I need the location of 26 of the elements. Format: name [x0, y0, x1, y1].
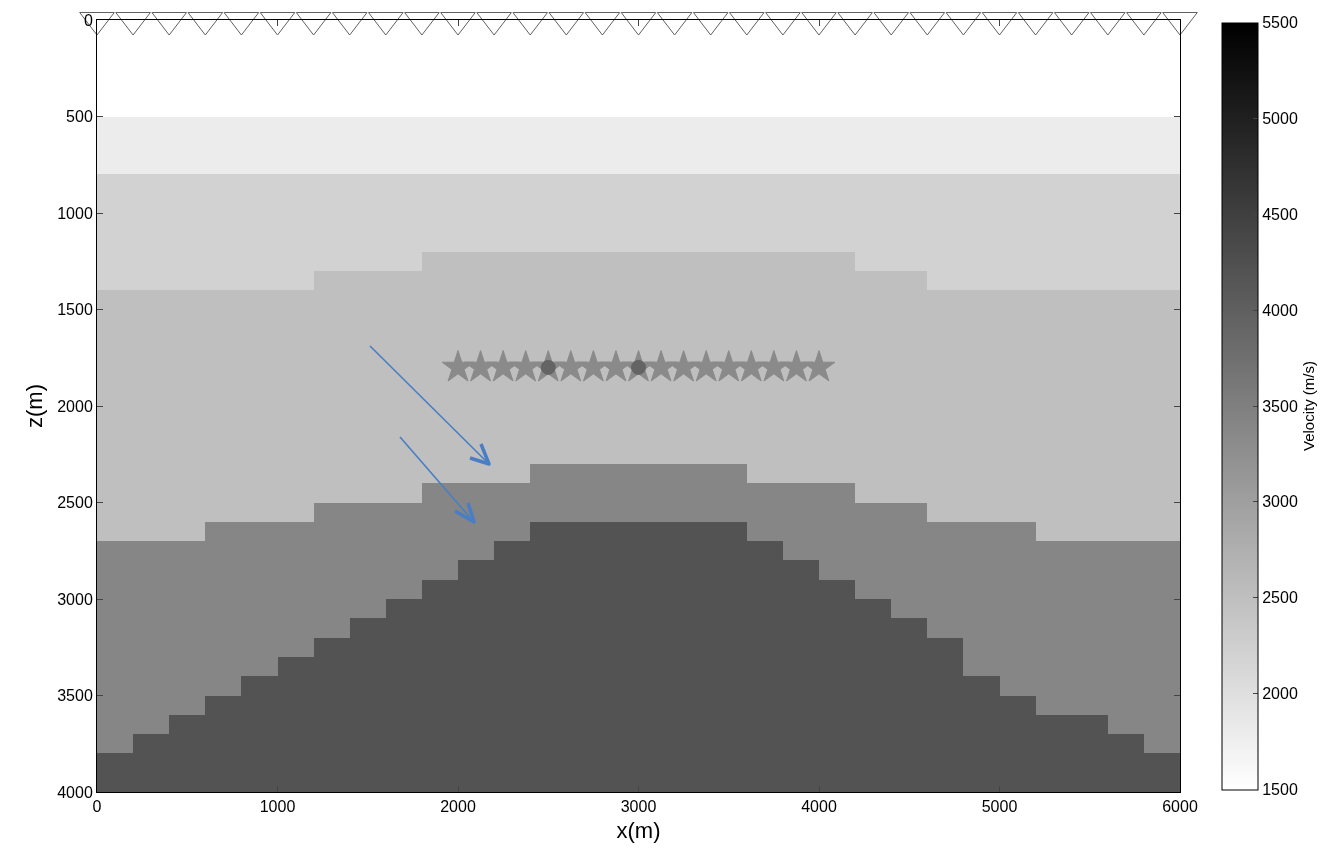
x-tick-label: 3000 — [620, 798, 657, 816]
y-tick-label: 3000 — [57, 590, 93, 608]
color-bar-title: Velocity (m/s) — [1299, 360, 1317, 452]
color-bar-label: 4500 — [1262, 205, 1298, 223]
x-tick-label: 6000 — [1162, 798, 1198, 816]
y-tick-label: 1000 — [57, 204, 93, 222]
color-bar-label: 1500 — [1262, 781, 1298, 799]
y-tick-label: 1500 — [57, 301, 93, 319]
color-bar-label: 2500 — [1262, 589, 1298, 607]
color-bar-label: 3000 — [1262, 493, 1298, 511]
y-tick-label: 4000 — [57, 783, 93, 801]
x-axis-title: x(m) — [616, 818, 661, 844]
color-bar-label: 4000 — [1262, 301, 1298, 319]
color-bar-label: 5500 — [1262, 14, 1298, 32]
x-tick-label: 4000 — [801, 798, 837, 816]
y-tick-label: 3500 — [57, 687, 93, 705]
color-bar-label: 2000 — [1262, 685, 1298, 703]
y-tick-label: 2000 — [57, 397, 93, 415]
y-tick-label: 2500 — [57, 494, 93, 512]
x-tick-label: 5000 — [981, 798, 1018, 816]
y-axis-title: z(m) — [22, 384, 48, 428]
x-tick-label: 1000 — [259, 798, 296, 816]
x-tick-label: 2000 — [440, 798, 476, 816]
y-tick-label: 500 — [66, 108, 93, 126]
color-bar-label: 5000 — [1262, 109, 1298, 127]
color-bar-label: 3500 — [1262, 397, 1298, 415]
